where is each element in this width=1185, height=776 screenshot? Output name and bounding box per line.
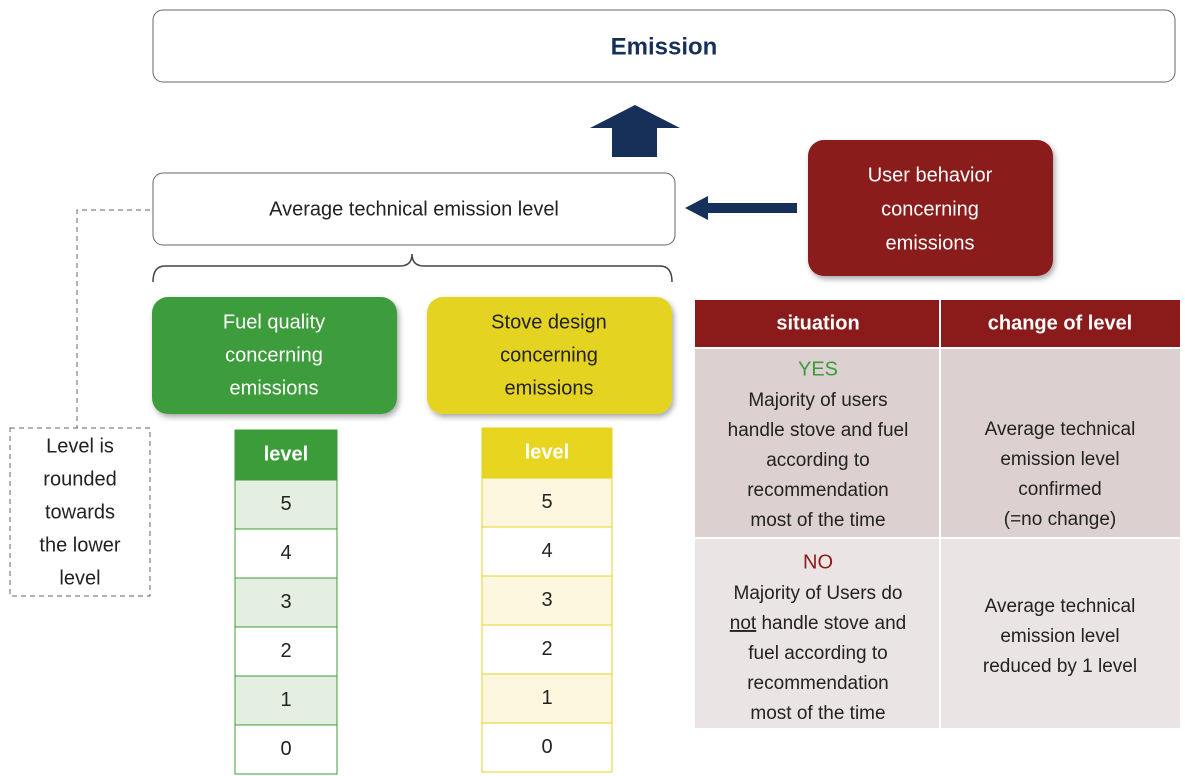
level-value: 0	[280, 738, 291, 760]
situation-text: Majority of users	[748, 390, 887, 411]
level-cell	[481, 526, 613, 577]
table-row	[695, 538, 1180, 728]
stove-label: Stove design	[491, 311, 607, 333]
level-cell	[234, 479, 338, 530]
level-cell	[234, 675, 338, 726]
stove-label: concerning	[500, 344, 598, 366]
level-cell	[234, 577, 338, 628]
left-arrow	[685, 196, 797, 220]
note-label: Level is	[46, 435, 114, 457]
fuel-label: concerning	[225, 344, 323, 366]
level-cell	[481, 673, 613, 724]
change-text: emission level	[1000, 626, 1119, 647]
note-label: level	[59, 567, 100, 589]
note-label: towards	[45, 501, 115, 523]
level-cell	[234, 724, 338, 775]
user-behavior-box	[808, 140, 1053, 276]
situation-text: not handle stove and	[730, 613, 906, 634]
level-value: 1	[280, 689, 291, 711]
note-label: the lower	[39, 534, 120, 556]
level-value: 2	[280, 640, 291, 662]
change-text: reduced by 1 level	[983, 656, 1137, 677]
note-box	[9, 427, 151, 597]
level-value: 5	[541, 491, 552, 513]
table-header-label: situation	[776, 312, 859, 334]
change-text: (=no change)	[1004, 509, 1117, 530]
situation-text: recommendation	[747, 673, 889, 694]
average-label: Average technical emission level	[269, 198, 559, 220]
change-text: Average technical	[985, 419, 1136, 440]
level-value: 3	[280, 591, 291, 613]
level-value: 0	[541, 736, 552, 758]
change-text: Average technical	[985, 596, 1136, 617]
situation-text: most of the time	[750, 703, 885, 724]
underlined-text: not	[730, 613, 757, 634]
level-value: 2	[541, 638, 552, 660]
situation-text-rest: handle stove and	[756, 613, 906, 634]
level-value: 1	[541, 687, 552, 709]
average-box	[152, 172, 676, 246]
level-header	[234, 429, 338, 481]
user-behavior-label: emissions	[886, 232, 975, 254]
emission-box	[152, 9, 1176, 83]
situation-text: most of the time	[750, 510, 885, 531]
emission-label: Emission	[611, 33, 718, 60]
change-text: emission level	[1000, 449, 1119, 470]
user-behavior-label: concerning	[881, 198, 979, 220]
level-header-label: level	[525, 441, 569, 463]
stove-box	[427, 297, 672, 414]
situation-text: handle stove and fuel	[728, 420, 909, 441]
level-header	[481, 427, 613, 479]
table-row	[695, 348, 1180, 538]
change-text: confirmed	[1018, 479, 1101, 500]
table-header	[695, 300, 1180, 348]
user-behavior-label: User behavior	[868, 164, 993, 186]
answer: YES	[798, 358, 838, 380]
level-cell	[481, 575, 613, 626]
fuel-label: emissions	[230, 377, 319, 399]
level-value: 3	[541, 589, 552, 611]
level-cell	[481, 722, 613, 773]
up-arrow	[590, 105, 680, 157]
level-value: 4	[541, 540, 552, 562]
situation-text: recommendation	[747, 480, 889, 501]
level-cell	[481, 624, 613, 675]
table-header-label: change of level	[988, 312, 1133, 334]
stove-label: emissions	[505, 377, 594, 399]
note-connector	[76, 209, 150, 428]
situation-text: Majority of Users do	[734, 583, 903, 604]
level-header-label: level	[264, 443, 308, 465]
fuel-box	[152, 297, 397, 414]
situation-text: according to	[766, 450, 870, 471]
level-value: 4	[280, 542, 291, 564]
level-value: 5	[280, 493, 291, 515]
brace	[152, 253, 673, 283]
situation-text: fuel according to	[748, 643, 887, 664]
level-cell	[234, 528, 338, 579]
level-cell	[481, 477, 613, 528]
level-cell	[234, 626, 338, 677]
answer: NO	[803, 551, 833, 573]
note-label: rounded	[43, 468, 116, 490]
fuel-label: Fuel quality	[223, 311, 325, 333]
